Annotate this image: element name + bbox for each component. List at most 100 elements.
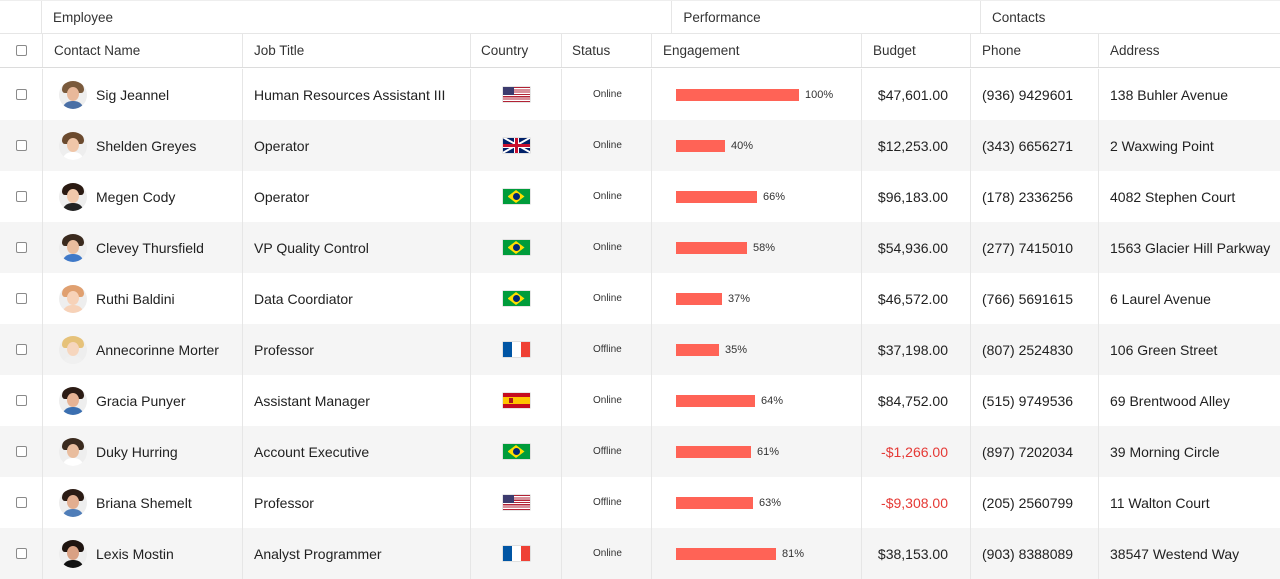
header-contact-name[interactable]: Contact Name — [43, 34, 243, 67]
table-row[interactable]: Annecorinne Morter Professor Offline 35% $37… — [0, 324, 1280, 375]
status-cell[interactable]: Online — [562, 69, 652, 120]
row-select-cell[interactable] — [0, 171, 43, 222]
phone-cell[interactable]: (936) 9429601 — [971, 69, 1099, 120]
country-cell[interactable] — [471, 477, 562, 528]
row-checkbox[interactable] — [15, 242, 27, 253]
select-all-cell[interactable] — [0, 34, 43, 67]
job-title-cell[interactable]: Operator — [243, 171, 471, 222]
group-header-performance[interactable]: Performance — [672, 1, 982, 33]
row-checkbox[interactable] — [15, 446, 27, 457]
table-row[interactable]: Briana Shemelt Professor Offline 63% -$9,308… — [0, 477, 1280, 528]
engagement-cell[interactable]: 81% — [652, 528, 862, 579]
job-title-cell[interactable]: VP Quality Control — [243, 222, 471, 273]
row-checkbox[interactable] — [15, 89, 27, 100]
status-cell[interactable]: Online — [562, 222, 652, 273]
job-title-cell[interactable]: Human Resources Assistant III — [243, 69, 471, 120]
engagement-cell[interactable]: 61% — [652, 426, 862, 477]
row-checkbox[interactable] — [15, 191, 27, 202]
country-cell[interactable] — [471, 273, 562, 324]
status-cell[interactable]: Online — [562, 120, 652, 171]
engagement-cell[interactable]: 100% — [652, 69, 862, 120]
country-cell[interactable] — [471, 426, 562, 477]
row-select-cell[interactable] — [0, 69, 43, 120]
contact-name-cell[interactable]: Duky Hurring — [43, 426, 243, 477]
job-title-cell[interactable]: Assistant Manager — [243, 375, 471, 426]
status-cell[interactable]: Online — [562, 528, 652, 579]
contact-name-cell[interactable]: Megen Cody — [43, 171, 243, 222]
table-row[interactable]: Gracia Punyer Assistant Manager Online 64% $… — [0, 375, 1280, 426]
row-select-cell[interactable] — [0, 273, 43, 324]
group-header-employee[interactable]: Employee — [42, 1, 673, 33]
address-cell[interactable]: 6 Laurel Avenue — [1099, 273, 1280, 324]
contact-name-cell[interactable]: Ruthi Baldini — [43, 273, 243, 324]
row-select-cell[interactable] — [0, 528, 43, 579]
status-cell[interactable]: Offline — [562, 477, 652, 528]
job-title-cell[interactable]: Data Coordiator — [243, 273, 471, 324]
status-cell[interactable]: Online — [562, 171, 652, 222]
row-checkbox[interactable] — [15, 293, 27, 304]
table-row[interactable]: Clevey Thursfield VP Quality Control Onlin… — [0, 222, 1280, 273]
engagement-cell[interactable]: 64% — [652, 375, 862, 426]
address-cell[interactable]: 106 Green Street — [1099, 324, 1280, 375]
status-cell[interactable]: Offline — [562, 324, 652, 375]
contact-name-cell[interactable]: Gracia Punyer — [43, 375, 243, 426]
budget-cell[interactable]: -$9,308.00 — [862, 477, 971, 528]
header-status[interactable]: Status — [562, 34, 652, 67]
table-row[interactable]: Sig Jeannel Human Resources Assistant III… — [0, 69, 1280, 120]
contact-name-cell[interactable]: Briana Shemelt — [43, 477, 243, 528]
job-title-cell[interactable]: Analyst Programmer — [243, 528, 471, 579]
address-cell[interactable]: 39 Morning Circle — [1099, 426, 1280, 477]
row-checkbox[interactable] — [15, 140, 27, 151]
engagement-cell[interactable]: 35% — [652, 324, 862, 375]
address-cell[interactable]: 1563 Glacier Hill Parkway — [1099, 222, 1280, 273]
phone-cell[interactable]: (178) 2336256 — [971, 171, 1099, 222]
address-cell[interactable]: 69 Brentwood Alley — [1099, 375, 1280, 426]
phone-cell[interactable]: (807) 2524830 — [971, 324, 1099, 375]
phone-cell[interactable]: (897) 7202034 — [971, 426, 1099, 477]
engagement-cell[interactable]: 66% — [652, 171, 862, 222]
status-cell[interactable]: Online — [562, 375, 652, 426]
job-title-cell[interactable]: Operator — [243, 120, 471, 171]
job-title-cell[interactable]: Professor — [243, 324, 471, 375]
address-cell[interactable]: 138 Buhler Avenue — [1099, 69, 1280, 120]
row-select-cell[interactable] — [0, 477, 43, 528]
country-cell[interactable] — [471, 69, 562, 120]
address-cell[interactable]: 11 Walton Court — [1099, 477, 1280, 528]
header-budget[interactable]: Budget — [862, 34, 971, 67]
table-row[interactable]: Shelden Greyes Operator Online 40% $12,253.0… — [0, 120, 1280, 171]
country-cell[interactable] — [471, 528, 562, 579]
table-row[interactable]: Ruthi Baldini Data Coordiator Online 37% $46… — [0, 273, 1280, 324]
row-select-cell[interactable] — [0, 324, 43, 375]
contact-name-cell[interactable]: Lexis Mostin — [43, 528, 243, 579]
phone-cell[interactable]: (343) 6656271 — [971, 120, 1099, 171]
contact-name-cell[interactable]: Shelden Greyes — [43, 120, 243, 171]
contact-name-cell[interactable]: Annecorinne Morter — [43, 324, 243, 375]
engagement-cell[interactable]: 37% — [652, 273, 862, 324]
budget-cell[interactable]: $54,936.00 — [862, 222, 971, 273]
status-cell[interactable]: Offline — [562, 426, 652, 477]
country-cell[interactable] — [471, 171, 562, 222]
country-cell[interactable] — [471, 120, 562, 171]
budget-cell[interactable]: $96,183.00 — [862, 171, 971, 222]
phone-cell[interactable]: (277) 7415010 — [971, 222, 1099, 273]
country-cell[interactable] — [471, 324, 562, 375]
contact-name-cell[interactable]: Clevey Thursfield — [43, 222, 243, 273]
table-row[interactable]: Megen Cody Operator Online 66% $96,183.00 (17… — [0, 171, 1280, 222]
header-country[interactable]: Country — [471, 34, 562, 67]
table-row[interactable]: Lexis Mostin Analyst Programmer Online 81% $… — [0, 528, 1280, 579]
budget-cell[interactable]: $46,572.00 — [862, 273, 971, 324]
engagement-cell[interactable]: 63% — [652, 477, 862, 528]
header-job-title[interactable]: Job Title — [243, 34, 471, 67]
budget-cell[interactable]: -$1,266.00 — [862, 426, 971, 477]
address-cell[interactable]: 38547 Westend Way — [1099, 528, 1280, 579]
budget-cell[interactable]: $38,153.00 — [862, 528, 971, 579]
phone-cell[interactable]: (766) 5691615 — [971, 273, 1099, 324]
contact-name-cell[interactable]: Sig Jeannel — [43, 69, 243, 120]
status-cell[interactable]: Online — [562, 273, 652, 324]
row-select-cell[interactable] — [0, 375, 43, 426]
phone-cell[interactable]: (903) 8388089 — [971, 528, 1099, 579]
select-all-checkbox[interactable] — [15, 45, 27, 56]
country-cell[interactable] — [471, 375, 562, 426]
row-checkbox[interactable] — [15, 344, 27, 355]
row-checkbox[interactable] — [15, 497, 27, 508]
